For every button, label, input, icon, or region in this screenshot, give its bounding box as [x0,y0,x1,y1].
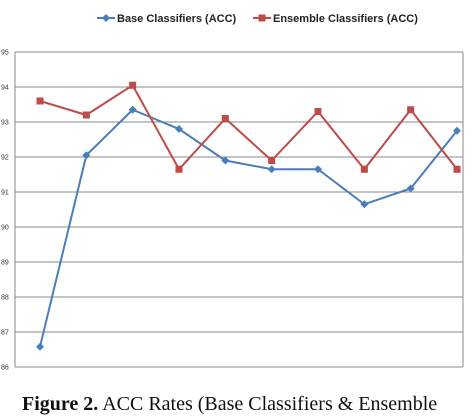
y-tick-label: 92 [1,155,9,162]
y-tick-label: 93 [1,120,9,127]
data-point-square [175,165,183,173]
data-point-diamond [314,165,322,174]
figure-label: Figure 2. [22,393,99,415]
plot-area: 8687888990919293949512345678910 [1,50,464,372]
figure-caption: Figure 2. ACC Rates (Base Classifiers & … [22,393,474,416]
data-point-diamond [128,105,137,114]
data-point-square [314,108,322,115]
legend-label: Base Classifiers (ACC) [117,13,237,25]
data-point-square [268,157,276,164]
data-point-square [129,81,137,89]
data-point-diamond [221,156,230,165]
y-tick-label: 88 [1,295,9,302]
y-tick-label: 90 [1,225,9,232]
series-line-2 [39,83,458,171]
data-point-diamond [406,184,415,193]
y-tick-label: 91 [1,190,9,197]
y-tick-label: 94 [1,85,9,92]
data-point-diamond [36,342,44,351]
line-chart: Base Classifiers (ACC) Ensemble Classifie… [1,13,464,372]
series-line-1 [39,108,458,347]
data-point-diamond [267,165,276,174]
data-point-square [360,165,368,173]
legend-label: Ensemble Classifiers (ACC) [273,13,418,25]
data-point-square [453,165,461,173]
data-point-square [407,106,415,114]
y-tick-label: 89 [1,260,9,267]
legend-marker-diamond [102,14,110,22]
legend-marker-square [258,14,266,22]
y-tick-label: 87 [1,330,9,337]
data-point-diamond [175,125,183,133]
y-tick-label: 86 [1,365,9,372]
data-point-square [36,97,44,105]
data-point-diamond [82,151,91,160]
data-point-square [82,111,90,119]
legend: Base Classifiers (ACC) Ensemble Classifie… [97,13,418,25]
data-point-diamond [453,126,461,135]
data-point-square [221,115,229,122]
y-tick-label: 95 [1,50,9,57]
figure-caption-text: ACC Rates (Base Classifiers & Ensemble [98,393,438,415]
data-point-diamond [360,200,369,209]
